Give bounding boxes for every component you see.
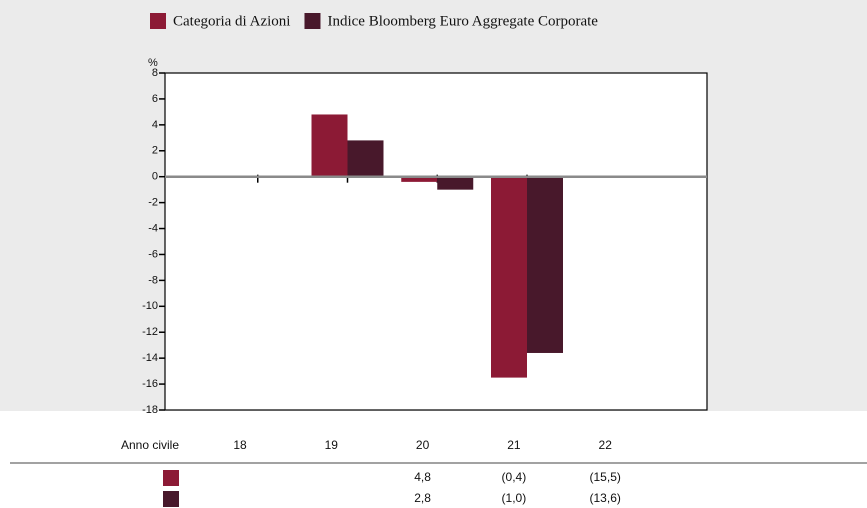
x-tick-label: 19 bbox=[325, 438, 339, 452]
y-tick-label: -18 bbox=[142, 404, 158, 416]
y-tick-label: -6 bbox=[148, 248, 158, 260]
y-tick-label: -10 bbox=[142, 300, 158, 312]
y-axis-label: % bbox=[148, 57, 158, 69]
y-tick-label: -4 bbox=[148, 222, 158, 234]
y-tick-label: 8 bbox=[152, 67, 158, 79]
value-label: 4,8 bbox=[414, 470, 431, 484]
value-label: (1,0) bbox=[502, 491, 527, 505]
legend-swatch bbox=[304, 13, 321, 29]
value-label: (0,4) bbox=[502, 470, 527, 484]
value-label: (15,5) bbox=[590, 470, 621, 484]
bar bbox=[491, 176, 527, 378]
y-tick-label: 6 bbox=[152, 93, 158, 105]
bar bbox=[527, 176, 563, 353]
legend-swatch bbox=[150, 13, 166, 29]
row-header: Anno civile bbox=[121, 438, 179, 452]
y-tick-label: -8 bbox=[148, 274, 158, 286]
x-tick-label: 21 bbox=[507, 438, 521, 452]
row-swatch bbox=[163, 491, 179, 507]
y-tick-label: -14 bbox=[142, 352, 158, 364]
bar bbox=[311, 114, 348, 177]
legend-label: Indice Bloomberg Euro Aggregate Corporat… bbox=[327, 13, 598, 29]
y-tick-label: -16 bbox=[142, 378, 158, 390]
bar bbox=[347, 140, 384, 177]
y-tick-label: 4 bbox=[152, 119, 158, 131]
bar bbox=[401, 176, 438, 182]
bar bbox=[437, 176, 474, 190]
x-tick-label: 20 bbox=[416, 438, 430, 452]
plot-area bbox=[164, 72, 708, 411]
value-label: (13,6) bbox=[590, 491, 621, 505]
y-tick-label: -2 bbox=[148, 197, 158, 209]
y-tick-label: -12 bbox=[142, 326, 158, 338]
legend-label: Categoria di Azioni bbox=[173, 13, 290, 29]
y-tick-label: 0 bbox=[152, 171, 158, 183]
y-tick-label: 2 bbox=[152, 145, 158, 157]
value-label: 2,8 bbox=[414, 491, 431, 505]
x-tick-label: 18 bbox=[233, 438, 247, 452]
row-swatch bbox=[163, 470, 179, 486]
x-tick-label: 22 bbox=[599, 438, 613, 452]
